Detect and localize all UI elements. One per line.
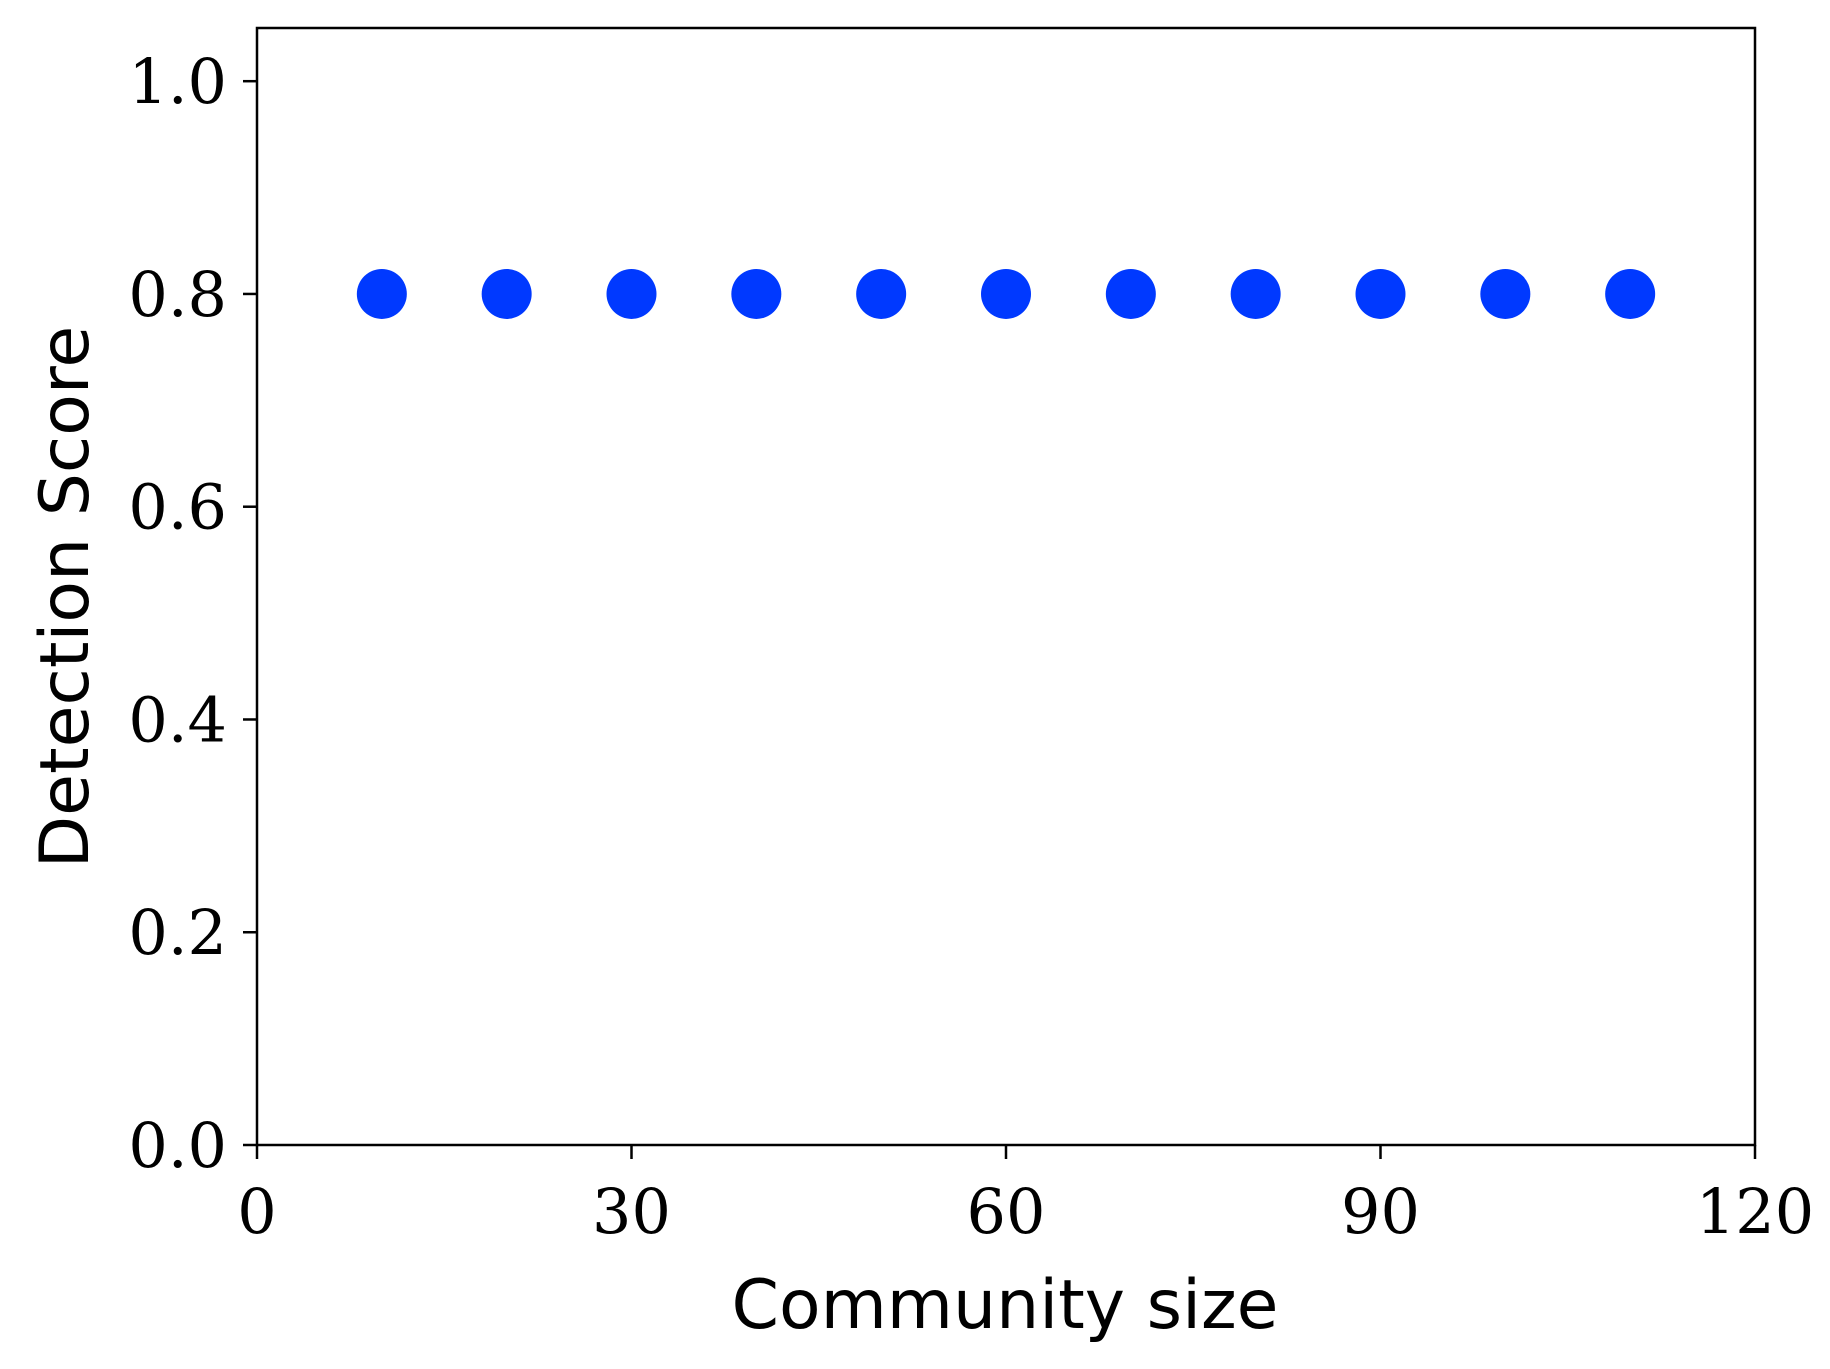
- data-point: [1355, 268, 1406, 319]
- data-point: [731, 268, 782, 319]
- x-axis-label: Community size: [731, 1266, 1278, 1345]
- data-point: [356, 268, 407, 319]
- data-point: [606, 268, 657, 319]
- data-point: [1230, 268, 1281, 319]
- y-tick-label: 1.0: [128, 45, 227, 118]
- x-tick-label: 60: [967, 1175, 1046, 1248]
- x-tick-label: 90: [1341, 1175, 1420, 1248]
- data-point: [981, 268, 1031, 319]
- y-tick-label: 0.4: [128, 683, 227, 756]
- plot-frame: [255, 26, 1757, 1147]
- data-point: [856, 268, 907, 319]
- data-point: [1605, 268, 1656, 319]
- x-tick-label: 30: [592, 1175, 671, 1248]
- y-axis-label: Detection Score: [26, 326, 105, 868]
- y-tick-label: 0.0: [128, 1109, 227, 1182]
- data-point: [1480, 268, 1531, 319]
- y-tick-label: 0.6: [128, 471, 227, 544]
- x-tick-label: 0: [237, 1175, 276, 1248]
- points-layer: [356, 268, 1656, 319]
- y-tick-label: 0.8: [128, 258, 227, 331]
- data-point: [1105, 268, 1156, 319]
- y-tick-label: 0.2: [128, 896, 227, 969]
- x-tick-label: 120: [1696, 1175, 1814, 1248]
- data-point: [481, 268, 532, 319]
- axes-layer: 0 30 60 90 120 0.0 0.2 0.4 0.6 0.8 1.0: [128, 26, 1814, 1248]
